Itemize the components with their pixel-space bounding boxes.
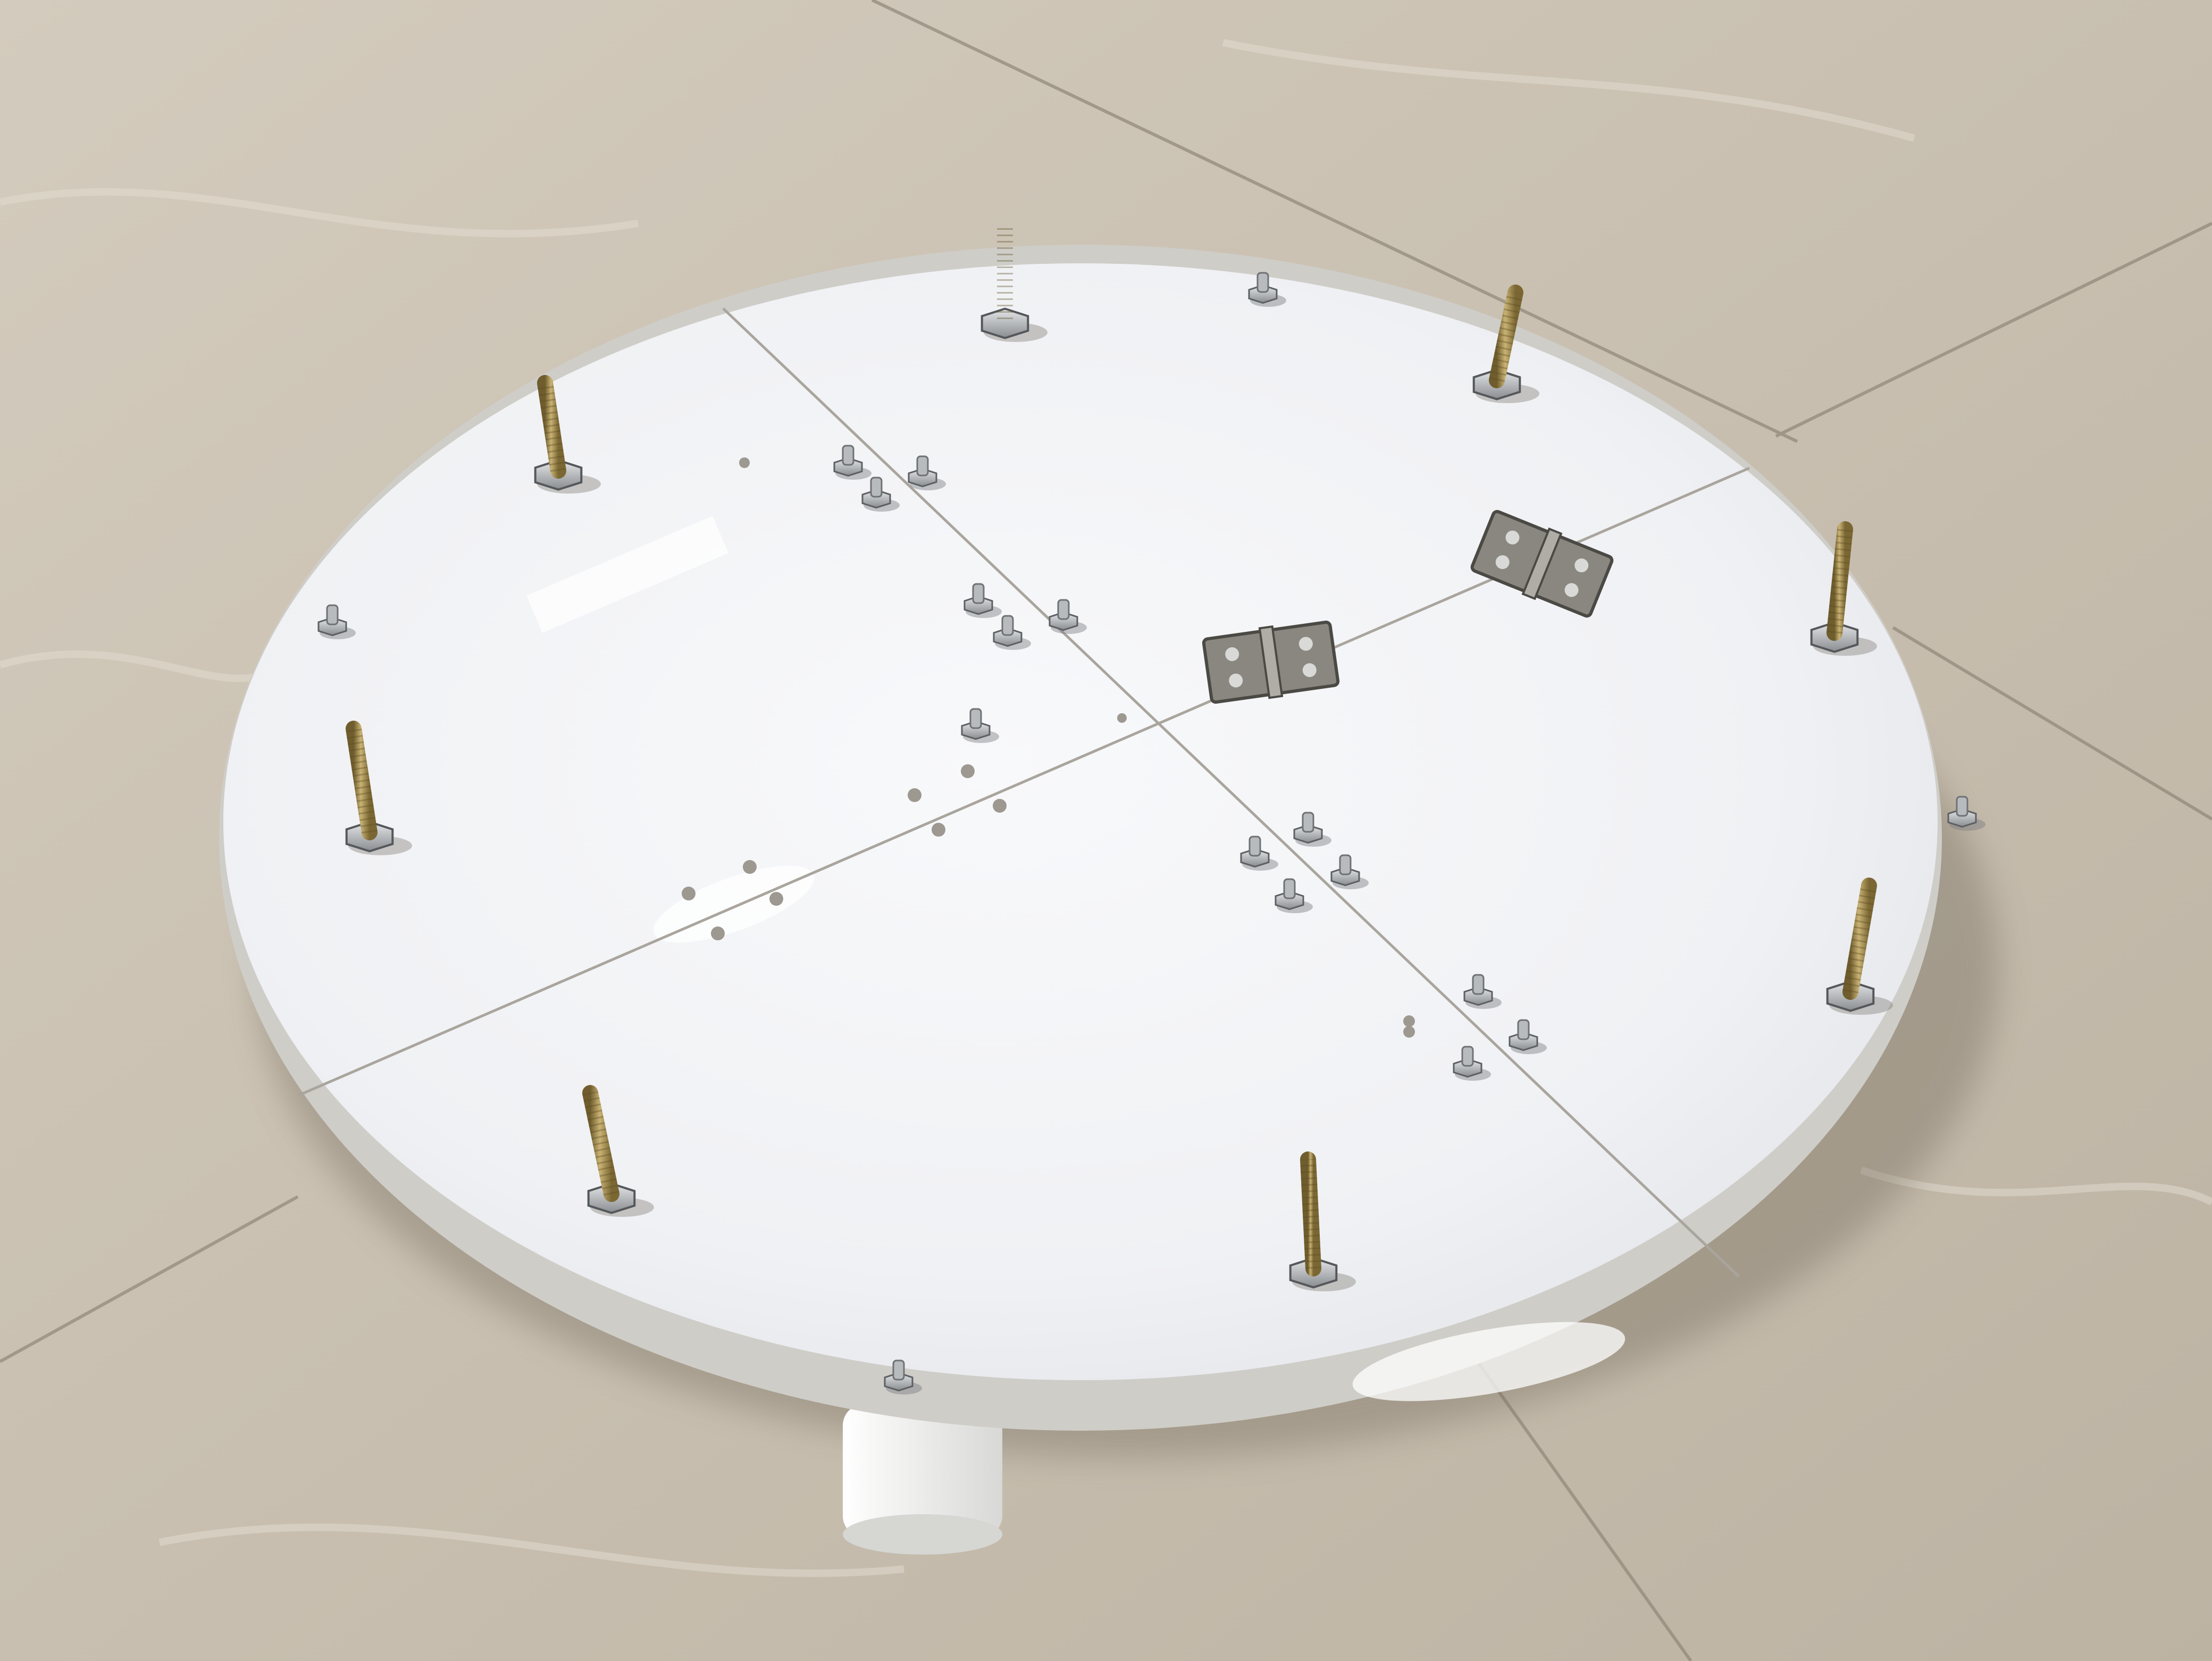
small-nut-16 [1947, 796, 1985, 831]
small-nut-15 [1248, 272, 1286, 307]
brass-bolt-1 [981, 218, 1048, 342]
brass-bolt-8 [1289, 1151, 1356, 1291]
small-nut-18 [884, 1359, 922, 1395]
brass-bolts [345, 218, 1893, 1291]
small-nut-2 [861, 477, 900, 512]
small-nut-9 [1240, 836, 1278, 871]
small-nuts [317, 272, 1985, 1395]
disc-foot [843, 1404, 1002, 1555]
small-nut-4 [963, 583, 1002, 618]
drill-holes [682, 457, 1415, 1038]
small-nut-11 [1275, 878, 1313, 913]
disc-top [223, 263, 1938, 1380]
small-nut-12 [1463, 974, 1502, 1009]
brass-bolt-6 [1826, 878, 1893, 1015]
small-nut-13 [1509, 1019, 1547, 1054]
hinge-right [1470, 510, 1614, 618]
small-nut-7 [961, 708, 999, 743]
small-nut-6 [1049, 599, 1087, 634]
small-nut-10 [1330, 854, 1369, 889]
small-nut-1 [833, 445, 872, 480]
brass-bolt-2 [1472, 285, 1539, 403]
small-nut-5 [993, 615, 1031, 650]
brass-bolt-3 [534, 375, 601, 494]
brass-bolt-7 [582, 1085, 654, 1217]
hinge-left [1202, 620, 1340, 704]
small-nut-17 [317, 604, 356, 639]
floor-marble-veins [0, 39, 2212, 1577]
small-nut-14 [1453, 1046, 1491, 1081]
brass-bolt-4 [1810, 521, 1877, 656]
small-nut-3 [908, 455, 946, 490]
small-nut-8 [1293, 812, 1331, 847]
brass-bolt-5 [345, 721, 412, 855]
